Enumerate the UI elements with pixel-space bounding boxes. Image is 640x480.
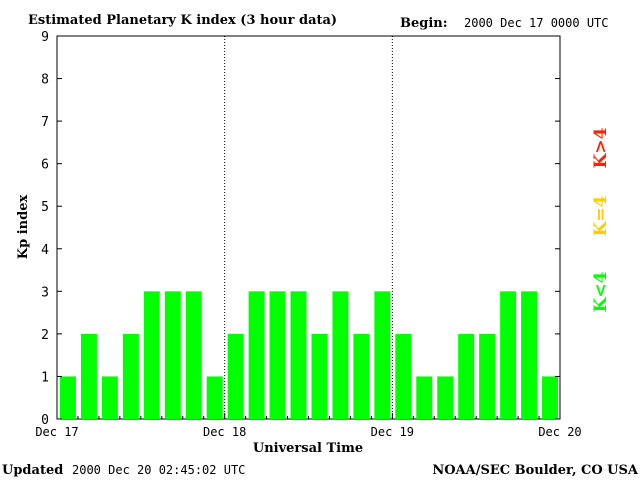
legend-high: K>4 <box>591 127 611 168</box>
y-tick-label: 9 <box>41 30 49 45</box>
updated-value: 2000 Dec 20 02:45:02 UTC <box>72 463 245 477</box>
kp-bar <box>332 291 349 419</box>
y-tick-label: 7 <box>41 115 49 130</box>
kp-bar <box>311 333 328 419</box>
kp-bar <box>458 333 475 419</box>
y-tick-label: 8 <box>41 73 49 88</box>
plot-area: 0 1 2 3 4 5 6 7 8 9 Dec 17 Dec 18 Dec 19 Dec 20 <box>35 30 581 439</box>
kp-bar <box>101 376 118 419</box>
kp-bar <box>395 333 412 419</box>
y-tick-label: 4 <box>41 243 49 258</box>
kp-bar <box>374 291 391 419</box>
begin-label: Begin: <box>400 16 448 31</box>
y-tick-label: 3 <box>41 285 49 300</box>
kp-bar <box>542 376 558 419</box>
kp-bar <box>206 376 223 419</box>
source-credit: NOAA/SEC Boulder, CO USA <box>432 463 639 478</box>
x-tick-label: Dec 19 <box>371 425 414 439</box>
kp-bar <box>290 291 307 419</box>
kp-bar <box>500 291 517 419</box>
kp-bar <box>80 333 97 419</box>
y-tick-label: 1 <box>41 370 49 385</box>
x-tick-label: Dec 20 <box>538 425 581 439</box>
kp-bar <box>521 291 538 419</box>
kp-bar <box>164 291 181 419</box>
y-tick-label: 6 <box>41 158 49 173</box>
x-tick-label: Dec 17 <box>35 425 78 439</box>
y-axis-label: Kp index <box>16 195 31 260</box>
x-axis-label: Universal Time <box>253 441 363 456</box>
chart-title: Estimated Planetary K index (3 hour data… <box>28 13 337 28</box>
begin-value: 2000 Dec 17 0000 UTC <box>464 16 609 30</box>
kp-bar <box>227 333 244 419</box>
kp-bar <box>185 291 202 419</box>
kp-bar <box>353 333 370 419</box>
kp-bar <box>248 291 265 419</box>
updated-label: Updated <box>2 463 63 478</box>
legend-equal: K=4 <box>591 195 611 236</box>
kp-bar <box>479 333 496 419</box>
y-tick-label: 2 <box>41 328 49 343</box>
kp-bar <box>122 333 139 419</box>
legend-low: K<4 <box>591 271 611 312</box>
y-tick-label: 0 <box>41 413 49 428</box>
kp-bar <box>143 291 160 419</box>
kp-bar <box>60 376 76 419</box>
kp-bar <box>416 376 433 419</box>
y-tick-label: 5 <box>41 200 49 215</box>
x-tick-label: Dec 18 <box>203 425 246 439</box>
kp-bar <box>437 376 454 419</box>
kp-bar <box>269 291 286 419</box>
